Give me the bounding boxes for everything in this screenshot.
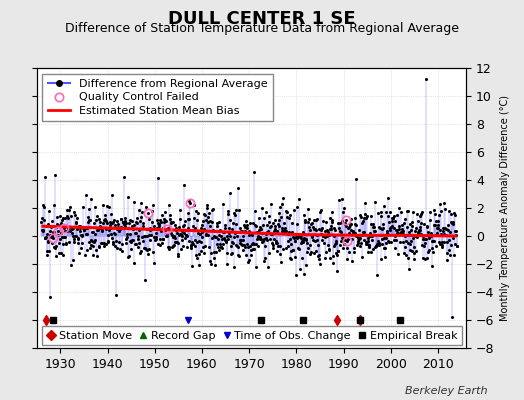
Text: DULL CENTER 1 SE: DULL CENTER 1 SE: [168, 10, 356, 28]
Text: Difference of Station Temperature Data from Regional Average: Difference of Station Temperature Data f…: [65, 22, 459, 35]
Y-axis label: Monthly Temperature Anomaly Difference (°C): Monthly Temperature Anomaly Difference (…: [500, 95, 510, 321]
Text: Berkeley Earth: Berkeley Earth: [405, 386, 487, 396]
Legend: Station Move, Record Gap, Time of Obs. Change, Empirical Break: Station Move, Record Gap, Time of Obs. C…: [42, 326, 462, 345]
